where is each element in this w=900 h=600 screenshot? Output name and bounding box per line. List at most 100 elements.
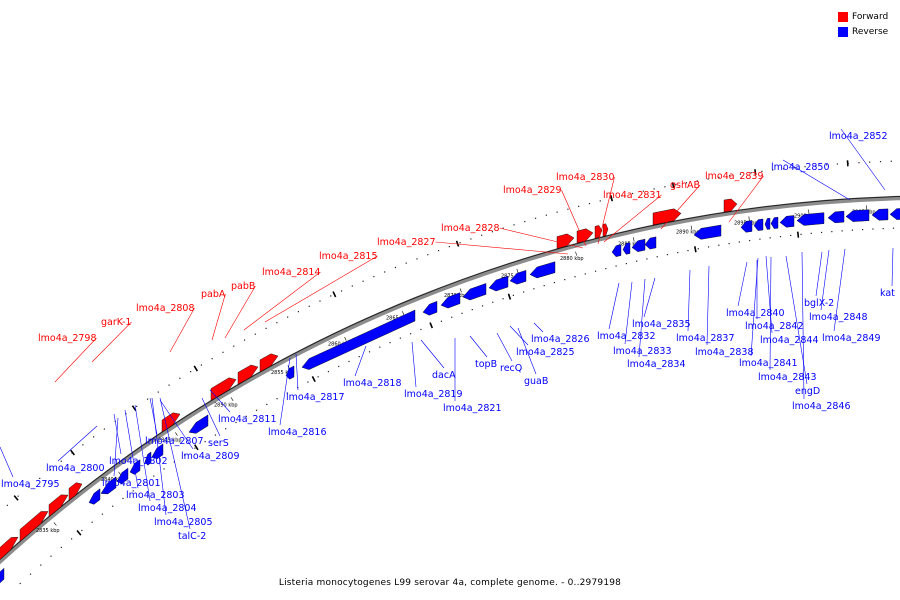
reverse-gene-label: lmo4a_2834	[627, 359, 686, 370]
reverse-gene[interactable]	[644, 236, 657, 250]
genes	[0, 198, 900, 584]
forward-gene[interactable]	[237, 364, 259, 385]
track-dot	[194, 447, 196, 449]
reverse-gene[interactable]	[188, 414, 209, 434]
track-dot	[890, 160, 892, 162]
genome-backbone	[0, 195, 900, 565]
reverse-gene[interactable]	[845, 209, 870, 222]
reverse-gene[interactable]	[440, 292, 461, 309]
track-dot	[93, 436, 95, 438]
reverse-gene[interactable]	[889, 208, 900, 220]
reverse-leader	[840, 128, 886, 191]
forward-gene[interactable]	[576, 228, 594, 244]
kbp-tick-mark	[690, 225, 693, 230]
track-dot	[599, 200, 601, 202]
reverse-gene[interactable]	[151, 443, 164, 460]
reverse-gene[interactable]	[753, 218, 764, 231]
reverse-gene-label: lmo4a_2802	[109, 456, 168, 467]
track-dot	[330, 295, 332, 297]
reverse-leader	[533, 322, 544, 333]
reverse-gene[interactable]	[827, 210, 845, 224]
reverse-gene[interactable]	[770, 216, 779, 229]
forward-leader	[243, 271, 321, 331]
track-tick	[429, 322, 434, 329]
forward-gene[interactable]	[48, 494, 69, 518]
reverse-gene[interactable]	[116, 467, 129, 484]
reverse-gene-label: lmo4a_2837	[676, 333, 735, 344]
track-dot	[636, 260, 638, 262]
reverse-gene[interactable]	[0, 567, 5, 584]
reverse-gene-label: lmo4a_2795	[1, 479, 60, 490]
track-dot	[584, 273, 586, 275]
track-dot	[750, 172, 752, 174]
reverse-gene[interactable]	[693, 224, 722, 240]
reverse-gene[interactable]	[422, 300, 438, 316]
track-dot	[749, 239, 751, 242]
track-tick	[311, 375, 316, 383]
track-dot	[384, 271, 386, 273]
reverse-gene[interactable]	[611, 244, 622, 257]
track-tick	[754, 169, 757, 176]
track-dot	[815, 165, 817, 167]
track-dot	[862, 228, 864, 231]
forward-gene[interactable]	[556, 233, 575, 249]
forward-gene[interactable]	[68, 482, 83, 501]
reverse-gene[interactable]	[88, 488, 101, 505]
reverse-gene[interactable]	[285, 365, 295, 380]
track-dot	[615, 265, 617, 267]
track-dot	[831, 231, 833, 233]
track-dot	[675, 184, 677, 186]
reverse-gene[interactable]	[100, 476, 117, 495]
reverse-gene[interactable]	[144, 451, 152, 466]
track-dot	[317, 376, 319, 378]
legend-forward: Forward	[838, 9, 888, 24]
track-dot	[512, 294, 514, 296]
kbp-tick-mark	[230, 397, 234, 402]
reverse-gene[interactable]	[622, 242, 631, 255]
track-dot	[605, 267, 607, 270]
forward-gene-label: lmo4a_2815	[319, 251, 378, 262]
track-dot	[738, 241, 740, 243]
reverse-gene-label: lmo4a_2846	[792, 401, 851, 412]
track-dot	[625, 262, 627, 265]
track-dot	[677, 251, 679, 254]
forward-gene[interactable]	[210, 377, 237, 401]
reverse-leader	[509, 325, 529, 346]
track-dot	[266, 403, 268, 406]
forward-gene[interactable]	[0, 536, 19, 564]
forward-leader	[499, 227, 584, 249]
reverse-gene[interactable]	[462, 283, 487, 301]
reverse-gene-label: lmo4a_2835	[632, 319, 691, 330]
reverse-gene-label: lmo4a_2849	[822, 333, 881, 344]
forward-gene[interactable]	[652, 208, 682, 226]
reverse-gene[interactable]	[301, 309, 416, 370]
track-dot	[578, 205, 580, 207]
track-dot	[163, 468, 165, 470]
reverse-gene[interactable]	[871, 208, 889, 221]
reverse-gene[interactable]	[529, 261, 556, 279]
forward-gene[interactable]	[259, 353, 279, 373]
reverse-gene[interactable]	[764, 217, 771, 230]
track-dot	[71, 538, 73, 540]
kbp-tick-mark	[575, 251, 577, 256]
forward-gene[interactable]	[602, 223, 609, 237]
reverse-leader	[134, 404, 151, 502]
reverse-gene[interactable]	[509, 270, 527, 285]
forward-gene[interactable]	[723, 198, 738, 213]
track-dot	[718, 244, 720, 246]
track-tick	[796, 231, 800, 238]
reverse-gene[interactable]	[129, 459, 141, 475]
reverse-gene[interactable]	[796, 212, 825, 226]
reverse-gene-label: lmo4a_2821	[443, 403, 502, 414]
reverse-gene-label: serS	[208, 438, 229, 449]
reverse-gene[interactable]	[779, 215, 795, 228]
reverse-leader	[113, 413, 122, 455]
track-dot	[707, 246, 710, 248]
track-dot	[543, 285, 545, 287]
reverse-gene[interactable]	[740, 220, 753, 233]
track-dot	[389, 341, 391, 344]
forward-gene[interactable]	[19, 511, 49, 542]
track-tick	[610, 195, 614, 202]
reverse-leader	[624, 281, 633, 345]
reverse-gene[interactable]	[488, 275, 509, 292]
